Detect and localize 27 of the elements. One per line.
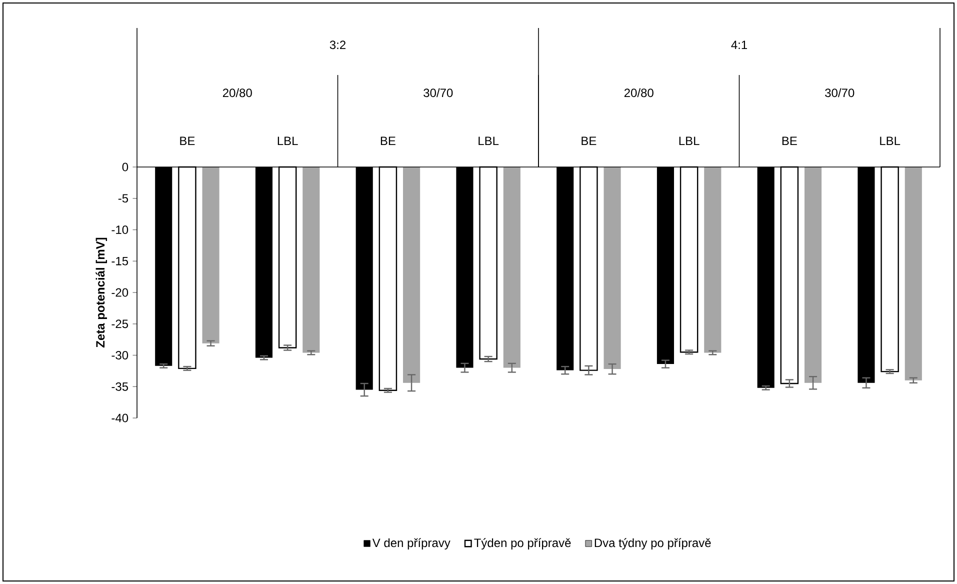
y-tick-label: -15 (112, 256, 128, 266)
x-tick-label: LBL (880, 136, 900, 145)
text: 3:2 (330, 40, 346, 50)
x-tick-label: BE (180, 136, 195, 145)
text: 20/80 (222, 88, 252, 98)
legend-label: Týden po přípravě (474, 538, 571, 550)
y-tick-label: -40 (112, 414, 128, 422)
x-tick-label: BE (582, 136, 596, 145)
y-tick-label: -20 (112, 288, 128, 297)
y-tick-label: -10 (112, 226, 128, 234)
x-tick-label: LBL (679, 136, 700, 145)
y-tick-label: -25 (112, 320, 128, 328)
text: 20/80 (624, 88, 654, 98)
y-tick-label: -5 (118, 194, 128, 203)
text: 30/70 (825, 88, 854, 98)
y-tick-label: 0 (122, 162, 128, 172)
text: 4:1 (731, 40, 748, 49)
x-tick-label: BE (782, 136, 797, 145)
legend-label: V den přípravy (372, 538, 450, 550)
text: 30/70 (424, 88, 453, 98)
legend-label: Dva týdny po přípravě (594, 538, 711, 550)
y-tick-label: -30 (112, 351, 128, 360)
x-tick-label: BE (380, 136, 396, 145)
y-tick-label: -35 (112, 382, 128, 391)
x-tick-label: LBL (278, 136, 298, 145)
x-tick-label: LBL (478, 136, 499, 145)
y-axis-title: Zeta potenciál [mV] (96, 238, 107, 348)
